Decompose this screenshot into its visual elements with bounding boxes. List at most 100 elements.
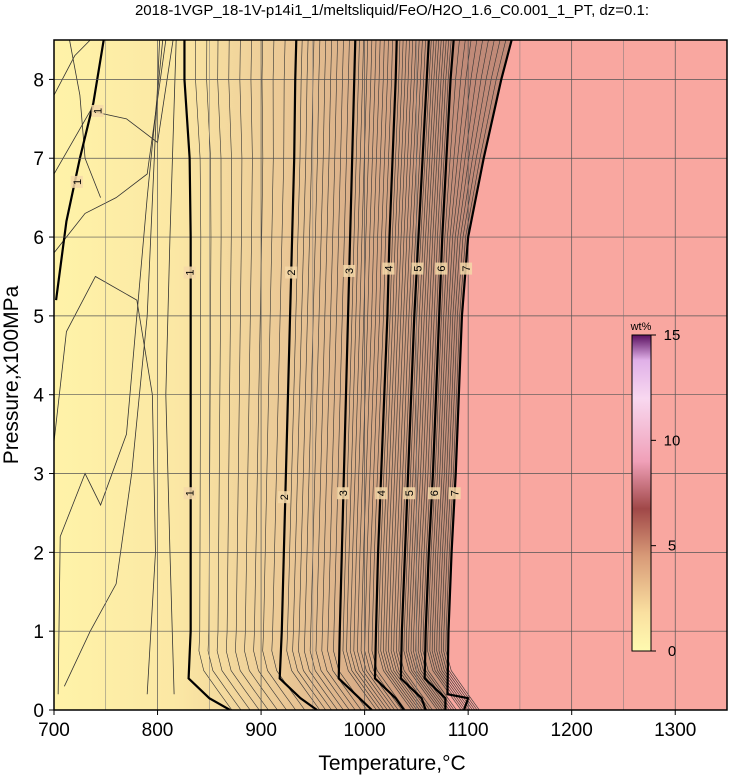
colorbar-ticks: 0 5 10 15: [651, 327, 680, 660]
contour-label-bg: [448, 487, 461, 500]
minor-contour-line: [357, 40, 392, 710]
contour-label-text: 1: [92, 108, 104, 114]
contour-label-text: 7: [461, 266, 473, 272]
y-tick-label: 3: [33, 465, 44, 486]
contour-label: 1: [70, 175, 84, 188]
contour-label-bg: [460, 262, 473, 275]
minor-contour-line: [368, 40, 403, 710]
contour-label-text: 7: [450, 490, 462, 496]
low-contour-line: [54, 40, 174, 175]
contour-label: 3: [343, 264, 356, 277]
y-tick-label: 7: [33, 149, 44, 170]
minor-contour-line: [303, 40, 338, 710]
contour-label-bg: [183, 266, 196, 279]
low-contour-line: [69, 40, 101, 198]
contour-label-bg: [285, 266, 298, 279]
minor-contour-line: [398, 40, 433, 710]
low-contour-line: [54, 40, 91, 96]
y-tick-label: 2: [33, 543, 44, 564]
contour-label-text: 1: [185, 490, 197, 496]
minor-contour-line: [309, 40, 344, 710]
contour-line-level-1: [183, 40, 231, 710]
contour-label: 5: [411, 262, 424, 275]
colorbar-tick-label: 10: [664, 432, 681, 449]
liquid-field: [447, 40, 727, 710]
minor-contour-line: [216, 40, 251, 710]
minor-contour-line: [333, 40, 368, 710]
contour-label-text: 2: [286, 269, 298, 275]
contour-label-text: 4: [383, 266, 395, 272]
contour-label-bg: [411, 262, 424, 275]
minor-contour-line: [395, 40, 431, 710]
contour-label-bg: [427, 487, 440, 500]
minor-contour-line: [431, 40, 472, 710]
contour-label-bg: [403, 487, 416, 500]
y-tick-label: 1: [33, 622, 44, 643]
minor-contour-line: [353, 40, 388, 710]
colorbar-gradient: [631, 334, 652, 652]
y-tick-label: 4: [33, 386, 44, 407]
contour-label-text: 4: [376, 490, 388, 496]
minor-contour-line: [298, 40, 332, 710]
y-tick-label: 6: [33, 228, 44, 249]
minor-contour-line: [315, 40, 350, 710]
contour-label: 1: [183, 266, 197, 279]
x-axis: 700 800 900 1000 1100 1200 1300: [38, 710, 696, 741]
y-axis-label: Pressure,x100MPa: [0, 285, 23, 464]
contour-label: 5: [403, 487, 416, 500]
contour-label: 6: [427, 487, 441, 500]
minor-contour-line: [417, 40, 452, 710]
contour-line-level-4: [373, 40, 405, 710]
colorbar: wt% 0 5 10 15: [630, 321, 681, 660]
minor-contour-line: [408, 40, 443, 710]
y-axis: 0 1 2 3 4 5 6 7 8: [33, 70, 54, 722]
minor-contour-line: [390, 40, 425, 710]
minor-contour-line: [253, 40, 287, 710]
minor-contour-line: [292, 40, 326, 710]
minor-contour-line: [413, 40, 448, 710]
contour-label-bg: [336, 487, 349, 500]
contour-label: 7: [448, 487, 462, 500]
contour-line-level-2: [278, 40, 318, 710]
low-contour-line: [54, 40, 167, 254]
contour-label-text: 5: [404, 490, 416, 496]
contour-label: 2: [277, 491, 291, 504]
contour-label-bg: [343, 264, 356, 277]
contour-label-text: 1: [72, 179, 84, 185]
minor-contour-line: [403, 40, 438, 710]
minor-contour-line: [429, 40, 466, 710]
minor-contour-line: [342, 40, 377, 710]
minor-contour-line: [443, 40, 501, 710]
contour-label: 1: [91, 104, 104, 117]
contour-label: 4: [382, 262, 395, 275]
contour-line-level-7: [446, 40, 513, 710]
plot-area: 1 1 2 2 3 3 4 4 5 5 6 6 7 7 1 1: [54, 40, 727, 710]
minor-contour-line: [415, 40, 450, 710]
contour-label: 3: [336, 487, 350, 500]
minor-contour-line: [438, 40, 489, 710]
contour-label-text: 6: [429, 490, 441, 496]
minor-contour-line: [271, 40, 306, 710]
minor-contour-line: [327, 40, 362, 710]
low-contour-line: [57, 40, 164, 695]
contour-label: 7: [460, 262, 473, 275]
minor-contour-line: [434, 40, 478, 710]
minor-contour-line: [393, 40, 428, 710]
x-tick-label: 1000: [343, 720, 385, 741]
minor-contour-line: [346, 40, 381, 710]
contour-label-bg: [91, 104, 104, 117]
y-tick-label: 8: [33, 70, 44, 91]
contour-line-level-5: [399, 40, 430, 710]
x-tick-label: 900: [245, 720, 277, 741]
contour-label-bg: [375, 487, 388, 500]
minor-contour-line: [410, 40, 445, 710]
contour-label: 1: [183, 487, 197, 500]
minor-contour-line: [364, 40, 399, 710]
contour-label-text: 1: [185, 269, 197, 275]
x-tick-label: 700: [38, 720, 70, 741]
major-contours: [183, 40, 513, 710]
minor-contour-line: [377, 40, 412, 710]
contour-labels: 1 1 2 2 3 3 4 4 5 5 6 6 7 7 1 1: [70, 104, 473, 504]
minor-contour-line: [262, 40, 296, 710]
colorbar-tick-label: 15: [664, 327, 681, 344]
